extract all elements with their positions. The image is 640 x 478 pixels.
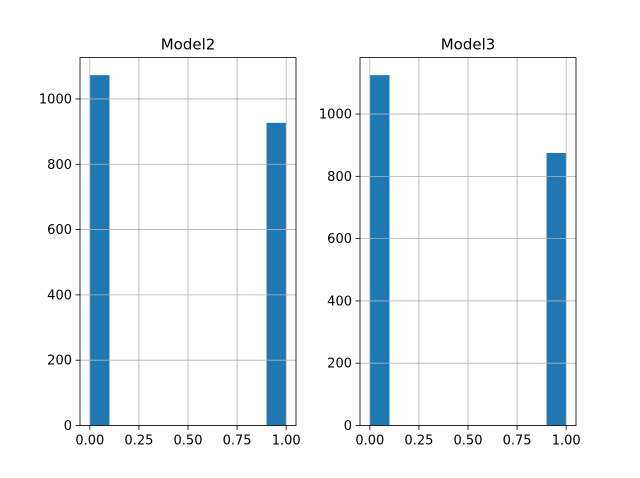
subplot-model2: 0.00 0.25 0.50 0.75 1.00 0 200 400 600 800 1000 Mod… — [39, 36, 301, 449]
y-tick-label: 400 — [327, 294, 352, 309]
histogram-bar — [266, 122, 287, 426]
histogram-bar — [546, 152, 567, 426]
chart-title: Model2 — [161, 36, 216, 54]
y-tick-label: 200 — [47, 354, 72, 369]
x-tick-label: 1.00 — [272, 434, 301, 449]
x-tick-label: 0.00 — [75, 434, 104, 449]
y-tick-label: 1000 — [39, 92, 72, 107]
chart-title: Model3 — [441, 36, 496, 54]
y-tick-label: 400 — [47, 288, 72, 303]
x-tick-label: 0.75 — [503, 434, 532, 449]
x-tick-label: 0.50 — [174, 434, 203, 449]
y-tick-label: 0 — [344, 419, 352, 434]
x-tick-label: 0.75 — [223, 434, 252, 449]
y-tick-label: 0 — [64, 419, 72, 434]
x-tick-label: 1.00 — [552, 434, 581, 449]
x-tick-label: 0.25 — [124, 434, 153, 449]
x-tick-label: 0.00 — [355, 434, 384, 449]
y-tick-label: 1000 — [319, 108, 352, 123]
subplot-model3: 0.00 0.25 0.50 0.75 1.00 0 200 400 600 800 1000 Mod… — [319, 36, 581, 449]
y-tick-label: 600 — [327, 232, 352, 247]
histogram-bar — [369, 75, 390, 426]
y-tick-label: 800 — [327, 170, 352, 185]
x-tick-label: 0.50 — [454, 434, 483, 449]
y-tick-label: 600 — [47, 223, 72, 238]
y-tick-label: 800 — [47, 158, 72, 173]
histogram-bar — [89, 75, 110, 426]
y-tick-label: 200 — [327, 357, 352, 372]
x-tick-label: 0.25 — [404, 434, 433, 449]
